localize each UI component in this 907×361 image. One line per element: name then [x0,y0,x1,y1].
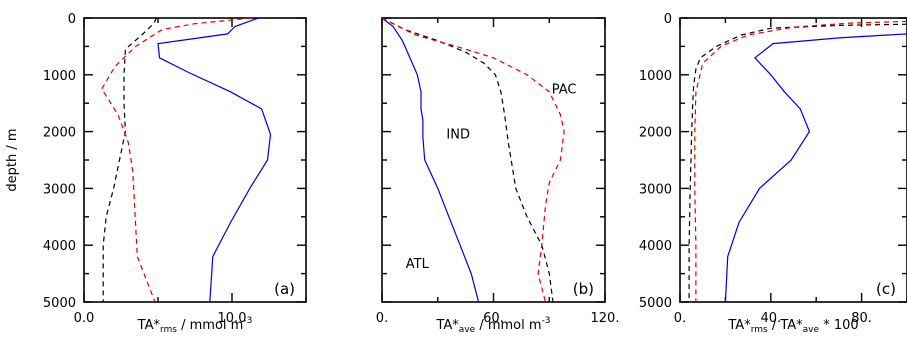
x-tick-label: 10.0 [218,311,247,326]
panel-frame-a [83,17,307,303]
x-axis-title-part: TA* [727,318,751,333]
x-axis-title-part: * 100 [819,318,859,333]
series-line-ind [688,23,907,302]
x-tick-label: 60. [483,311,504,326]
x-axis-title-part: / mmol m [475,318,541,333]
x-tick-label: 0. [376,311,388,326]
series-line-atl [724,33,907,302]
series-label-pac: PAC [552,83,577,98]
series-label-atl: ATL [406,257,430,272]
x-axis-title-part: ave [459,325,476,335]
x-tick-label: 40. [760,311,781,326]
series-line-pac [101,18,252,302]
x-tick-label: 0.0 [74,311,95,326]
y-axis-title: depth / m [5,128,20,191]
x-axis-title-a: TA*rms / mmol m-3 [137,316,253,335]
x-tick-label: 0. [674,311,686,326]
y-tick-label: 1000 [639,69,672,84]
x-axis-title-part: -3 [243,316,252,326]
panel-label-a: (a) [274,280,295,298]
y-tick-label: 0 [664,12,672,27]
series-label-ind: IND [446,127,470,142]
series-line-pac [382,18,565,302]
series-line-ind [102,18,158,302]
panel-b: 0. 60. 120. ATL IND PAC (b) TA*ave / mmol m-3 [376,17,620,335]
panel-frame-c [679,17,907,303]
x-tick-label: 80. [851,311,872,326]
x-axis-title-part: rms [751,325,768,335]
x-axis-title-part: / mmol m [177,318,243,333]
y-tick-label: 5000 [43,296,76,311]
y-tick-label: 2000 [639,126,672,141]
y-tick-label: 5000 [639,296,672,311]
y-tick-label: 4000 [43,239,76,254]
series-line-atl [157,18,272,302]
series-line-pac [694,20,907,302]
x-axis-title-part: TA* [137,318,161,333]
y-tick-label: 0 [68,12,76,27]
x-tick-label: 120. [591,311,620,326]
x-axis-title-part: rms [160,325,177,335]
series-line-atl [382,18,480,302]
panel-label-b: (b) [573,280,594,298]
panel-label-c: (c) [876,280,896,298]
y-tick-label: 1000 [43,69,76,84]
y-tick-label: 3000 [639,182,672,197]
x-axis-title-part: ave [803,325,820,335]
x-axis-title-part: TA* [435,318,459,333]
y-tick-label: 4000 [639,239,672,254]
x-axis-title-part: / TA* [768,318,803,333]
y-tick-label: 3000 [43,182,76,197]
y-tick-label: 2000 [43,126,76,141]
x-axis-title-b: TA*ave / mmol m-3 [435,316,550,335]
x-axis-title-part: -3 [542,316,551,326]
x-axis-title-c: TA*rms / TA*ave * 100 [727,318,858,335]
